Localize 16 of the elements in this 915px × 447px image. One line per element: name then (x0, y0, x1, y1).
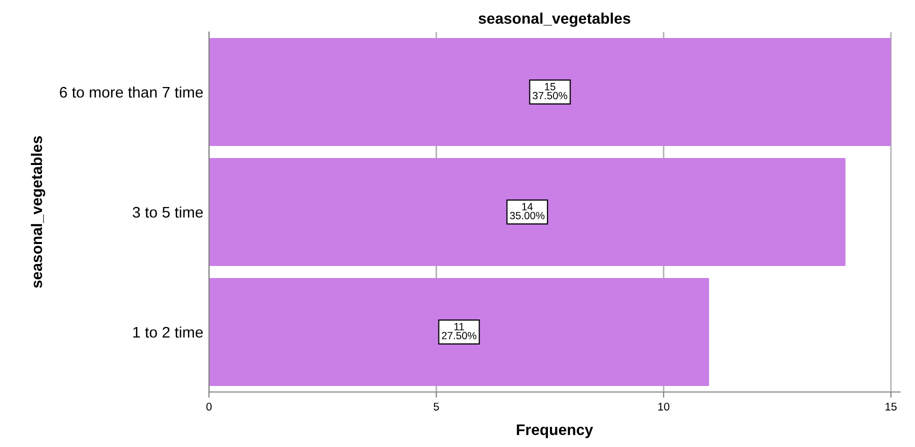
x-tick-label: 15 (886, 402, 897, 411)
data-label: 11 27.50% (442, 323, 476, 340)
bar (209, 158, 846, 266)
y-tick-label: 3 to 5 time (132, 206, 203, 218)
y-tick-label: 6 to more than 7 time (60, 86, 203, 98)
bar (209, 278, 710, 386)
x-tick-label: 10 (658, 402, 670, 411)
bar (209, 38, 891, 146)
chart-title: seasonal_vegetables (478, 12, 630, 27)
data-label: 14 35.00% (510, 203, 545, 220)
x-axis-title: Frequency (516, 424, 594, 438)
x-tick-label: 0 (206, 402, 212, 411)
y-axis-title: seasonal_vegetables (30, 136, 46, 288)
x-tick-label: 5 (434, 402, 439, 411)
data-label: 15 37.50% (532, 83, 568, 100)
y-tick-label: 1 to 2 time (133, 326, 203, 338)
